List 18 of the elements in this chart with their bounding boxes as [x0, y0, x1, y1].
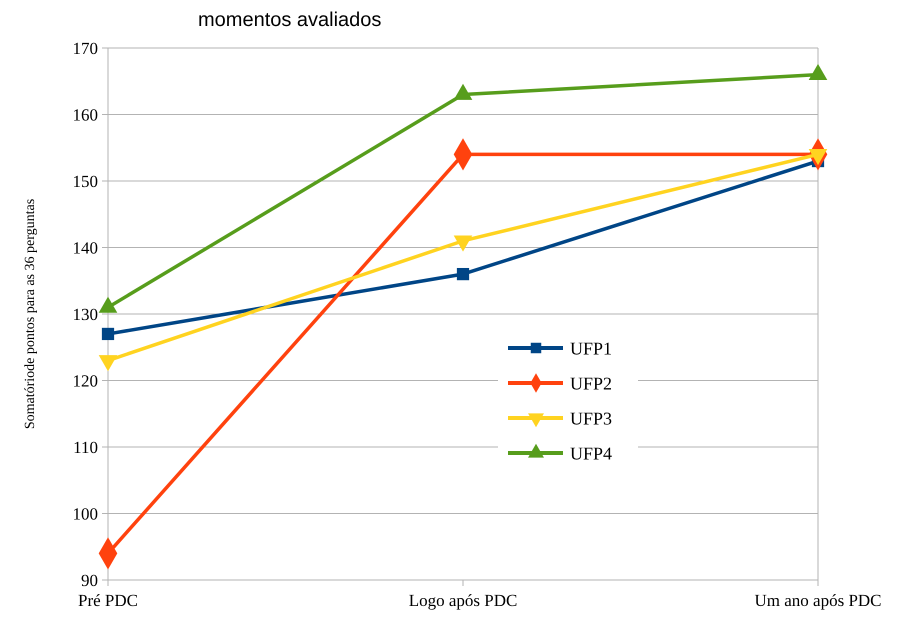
legend-label: UFP1 — [570, 338, 612, 358]
y-tick-label: 90 — [81, 570, 98, 590]
y-tick-label: 130 — [72, 304, 98, 324]
legend-label: UFP2 — [570, 373, 612, 394]
y-tick-label: 160 — [72, 105, 98, 124]
x-tick-label: Pré PDC — [78, 591, 138, 610]
y-tick-label: 120 — [72, 371, 98, 390]
y-tick-label: 150 — [72, 172, 98, 191]
x-tick-label: Um ano após PDC — [754, 591, 882, 610]
y-tick-label: 100 — [72, 504, 98, 524]
y-tick-label: 140 — [72, 238, 98, 258]
legend-label: UFP3 — [570, 408, 612, 428]
y-tick-label: 170 — [72, 38, 98, 58]
y-tick-label: 110 — [73, 438, 98, 457]
x-tick-label: Logo após PDC — [408, 591, 518, 610]
chart-title: momentos avaliados — [198, 9, 382, 31]
legend-label: UFP4 — [570, 443, 612, 464]
y-axis-title: Somatóriode pontos para as 36 perguntas — [23, 198, 38, 430]
